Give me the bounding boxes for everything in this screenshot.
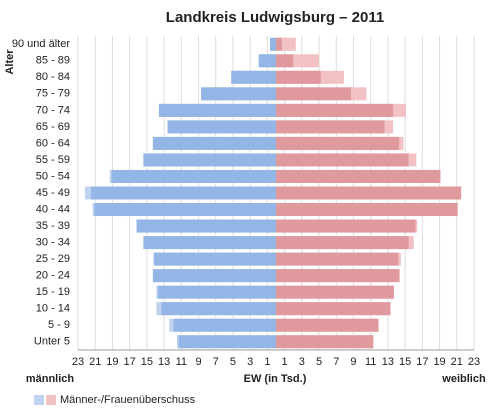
bar	[276, 318, 379, 332]
x-tick-label: 19	[433, 356, 445, 368]
y-tick-label: 30 - 34	[36, 236, 70, 248]
bar	[143, 153, 276, 167]
x-tick-label: 17	[124, 356, 136, 368]
x-tick-label: 1	[264, 356, 270, 368]
x-tick-label: 23	[72, 356, 84, 368]
x-tick-label: 9	[195, 356, 201, 368]
bar	[167, 120, 276, 134]
bar	[276, 269, 400, 283]
x-axis-label: EW (in Tsd.)	[244, 373, 307, 385]
x-tick-label: 11	[365, 356, 376, 368]
y-tick-label: 15 - 19	[36, 286, 70, 298]
y-tick-label: 20 - 24	[36, 270, 70, 282]
bar	[276, 186, 462, 200]
x-tick-label: 9	[350, 356, 356, 368]
y-tick-label: 5 - 9	[48, 319, 70, 331]
y-tick-label: 90 und älter	[12, 38, 70, 50]
y-tick-label: Unter 5	[34, 336, 70, 348]
x-tick-label: 3	[247, 356, 253, 368]
y-tick-label: 35 - 39	[36, 220, 70, 232]
bar	[258, 54, 276, 68]
y-tick-label: 65 - 69	[36, 121, 70, 133]
x-tick-label: 21	[89, 356, 101, 368]
x-tick-label: 21	[451, 356, 463, 368]
bar	[276, 136, 400, 150]
x-tick-label: 15	[399, 356, 411, 368]
bar	[269, 37, 276, 51]
bar	[153, 252, 276, 266]
x-tick-label: 19	[106, 356, 118, 368]
bar	[161, 302, 276, 316]
bar	[94, 203, 276, 217]
bar	[276, 54, 294, 68]
x-tick-label: 1	[282, 356, 288, 368]
bar	[136, 219, 276, 233]
bar	[276, 236, 409, 250]
bar	[276, 335, 374, 349]
x-tick-label: 11	[176, 356, 187, 368]
y-tick-label: 45 - 49	[36, 187, 70, 199]
bar	[173, 318, 276, 332]
bar	[158, 103, 276, 117]
bar	[276, 153, 409, 167]
y-tick-label: 75 - 79	[36, 88, 70, 100]
bar	[143, 236, 276, 250]
bar	[276, 120, 385, 134]
x-tick-label: 13	[382, 356, 394, 368]
legend-swatch	[34, 395, 44, 405]
y-tick-label: 50 - 54	[36, 170, 70, 182]
bar	[90, 186, 276, 200]
chart-title: Landkreis Ludwigsburg – 2011	[166, 9, 384, 26]
y-tick-label: 60 - 64	[36, 137, 70, 149]
bar	[111, 169, 276, 183]
y-tick-label: 25 - 29	[36, 253, 70, 265]
x-tick-label: 23	[468, 356, 480, 368]
bar	[276, 219, 416, 233]
y-tick-label: 80 - 84	[36, 71, 70, 83]
x-tick-label: 7	[333, 356, 339, 368]
bar	[276, 70, 321, 84]
bar	[152, 269, 276, 283]
bar	[178, 335, 276, 349]
x-tick-label: 3	[299, 356, 305, 368]
x-tick-label: 5	[230, 356, 236, 368]
bar	[276, 37, 283, 51]
bar	[276, 169, 441, 183]
x-tick-label: 17	[416, 356, 428, 368]
bar	[158, 285, 276, 299]
x-tick-label: 13	[158, 356, 170, 368]
y-tick-label: 55 - 59	[36, 154, 70, 166]
y-axis-label: Alter	[4, 49, 16, 75]
legend-left-label: männlich	[26, 373, 75, 385]
bar	[276, 203, 458, 217]
bar	[276, 252, 399, 266]
legend-right-label: weiblich	[441, 373, 486, 385]
bar	[201, 87, 276, 101]
y-tick-label: 70 - 74	[36, 104, 70, 116]
legend-swatch	[46, 395, 56, 405]
bar	[276, 87, 351, 101]
x-tick-label: 15	[141, 356, 153, 368]
legend-label: Männer-/Frauenüberschuss	[60, 394, 196, 406]
y-tick-label: 85 - 89	[36, 55, 70, 67]
bar	[231, 70, 276, 84]
bar	[276, 302, 391, 316]
x-tick-label: 7	[213, 356, 219, 368]
x-tick-label: 5	[316, 356, 322, 368]
bar	[152, 136, 276, 150]
y-tick-label: 10 - 14	[36, 303, 70, 315]
bar	[276, 103, 394, 117]
bar	[276, 285, 394, 299]
y-tick-label: 40 - 44	[36, 203, 70, 215]
